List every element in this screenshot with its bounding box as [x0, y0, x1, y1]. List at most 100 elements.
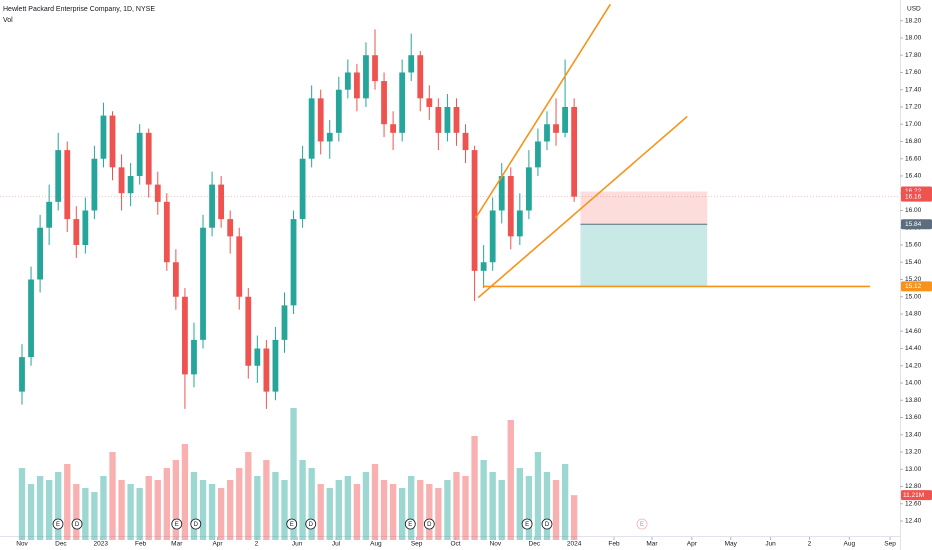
y-tick-label: 14.80: [905, 311, 922, 318]
volume-bar: [208, 484, 216, 540]
volume-bar: [462, 476, 469, 540]
candle-body: [435, 106, 442, 133]
candle-body: [55, 150, 62, 202]
candle-body: [372, 55, 378, 82]
volume-bar: [254, 476, 261, 540]
volume-bar: [498, 480, 505, 540]
volume-bar: [444, 480, 451, 540]
x-tick-label: Mar: [171, 541, 183, 548]
volume-bar: [127, 484, 134, 540]
y-tick-label: 16.00: [905, 207, 922, 214]
volume-bar: [154, 480, 161, 540]
volume-bar: [398, 488, 406, 540]
volume-bar: [552, 480, 560, 540]
volume-bar: [73, 484, 80, 540]
trend-line: [474, 3, 612, 219]
candle-body: [498, 175, 505, 211]
candle-body: [272, 339, 279, 392]
candle-body: [507, 175, 514, 237]
event-circle: [190, 518, 202, 530]
candle-body: [136, 132, 143, 176]
x-tick-label: Mar: [646, 541, 658, 548]
y-tick-label: 15.60: [905, 242, 922, 249]
price-tag: [901, 281, 932, 292]
volume-bar: [525, 476, 533, 540]
volume-bar: [100, 476, 107, 540]
volume-bar: [217, 488, 225, 540]
x-tick-label: Aug: [370, 541, 382, 548]
volume-tag: [901, 490, 932, 501]
y-tick-label: 14.00: [905, 380, 922, 387]
x-tick-label: Feb: [135, 541, 147, 548]
candle-body: [426, 98, 433, 107]
candle-body: [571, 106, 578, 197]
volume-bar: [236, 468, 243, 540]
volume-bar: [109, 452, 116, 540]
candle-body: [317, 98, 324, 142]
y-tick-label: 17.40: [905, 86, 922, 93]
event-label: E: [408, 522, 412, 528]
volume-bar: [281, 480, 288, 540]
candle-body: [544, 124, 550, 142]
x-tick-label: Nov: [490, 541, 502, 548]
y-tick-label: 14.40: [905, 345, 922, 352]
x-tick-label: Sep: [884, 541, 896, 548]
event-circle: [404, 518, 416, 530]
candle-body: [480, 262, 487, 271]
volume-bar: [362, 472, 370, 540]
price-tag-label: 15.84: [905, 221, 922, 228]
x-tick-label: Dec: [55, 541, 67, 548]
event-marker: E: [286, 518, 298, 530]
y-tick-label: 16.40: [905, 173, 922, 180]
event-circle: [305, 518, 317, 530]
candle-body: [172, 262, 179, 297]
volume-bar: [417, 480, 424, 540]
candle-body: [191, 339, 197, 375]
candle-body: [453, 106, 460, 133]
event-marker: D: [541, 518, 553, 530]
volume-bar: [471, 436, 478, 540]
candle-body: [19, 357, 25, 392]
x-tick-label: Apr: [687, 541, 698, 548]
event-circle: [286, 518, 298, 530]
event-marker: D: [71, 518, 83, 530]
candle-body: [354, 72, 360, 99]
volume-bar: [389, 484, 397, 540]
volume-bar: [82, 488, 89, 540]
price-tag: [901, 219, 932, 230]
volume-bar: [570, 495, 578, 540]
event-label: E: [56, 522, 60, 528]
y-tick-label: 13.40: [905, 431, 922, 438]
candle-body: [553, 124, 559, 133]
y-tick-label: 16.80: [905, 138, 922, 145]
event-label: E: [640, 522, 644, 528]
y-tick-label: 17.20: [905, 104, 922, 111]
currency-label: USD: [907, 6, 921, 13]
candle-body: [462, 132, 469, 151]
x-tick-label: Apr: [212, 541, 223, 548]
y-tick-label: 18.20: [905, 17, 922, 24]
candle-body: [91, 158, 98, 211]
candle-body: [100, 115, 107, 159]
volume-bar: [27, 484, 35, 540]
candle-body: [218, 184, 225, 220]
volume-bar: [18, 468, 26, 540]
volume-bar: [190, 472, 198, 540]
y-tick-label: 15.40: [905, 259, 922, 266]
candle-body: [444, 106, 451, 133]
stop-zone: [580, 191, 708, 225]
candle-body: [399, 72, 406, 133]
candle-body: [281, 305, 288, 340]
volume-bar: [435, 488, 442, 540]
event-circle: [171, 518, 183, 530]
event-label: D: [75, 522, 80, 528]
event-label: D: [427, 522, 432, 528]
volume-bar: [561, 464, 569, 540]
candle-body: [227, 219, 234, 237]
candle-body: [417, 55, 424, 99]
event-marker: E: [521, 518, 533, 530]
candle-body: [525, 167, 532, 211]
event-label: E: [175, 522, 179, 528]
candle-body: [263, 348, 270, 392]
x-tick-label: 2: [808, 541, 812, 548]
